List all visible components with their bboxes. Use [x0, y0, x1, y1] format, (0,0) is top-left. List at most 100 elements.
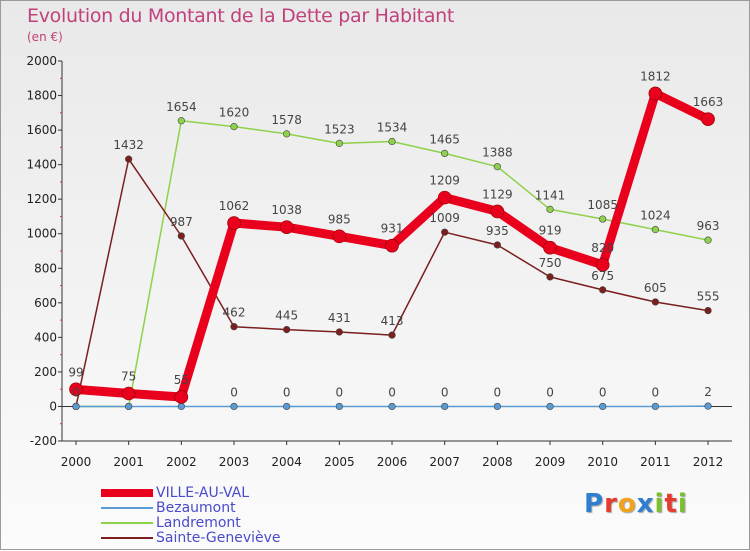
- data-point: [649, 87, 662, 100]
- data-label: 1432: [113, 138, 144, 152]
- data-label: 0: [494, 385, 502, 399]
- data-point: [702, 113, 715, 126]
- data-label: 0: [546, 385, 554, 399]
- legend-swatch: [101, 507, 153, 509]
- y-tick-label: 200: [34, 365, 57, 379]
- data-point: [599, 287, 606, 294]
- data-label: 0: [652, 385, 660, 399]
- data-label: 555: [697, 290, 720, 304]
- data-label: 1209: [429, 174, 460, 188]
- data-label: 2: [704, 385, 712, 399]
- data-label: 99: [68, 365, 83, 379]
- y-tick-label: 1600: [26, 123, 57, 137]
- x-tick-label: 2009: [535, 455, 566, 469]
- data-label: 0: [336, 385, 344, 399]
- data-label: 1620: [219, 106, 250, 120]
- x-tick-label: 2012: [693, 455, 724, 469]
- data-point: [441, 150, 448, 157]
- x-tick-label: 2006: [377, 455, 408, 469]
- data-label: 55: [174, 373, 189, 387]
- x-tick-label: 2001: [113, 455, 144, 469]
- data-label: 963: [697, 219, 720, 233]
- data-point: [336, 329, 343, 336]
- data-point: [389, 403, 396, 410]
- x-tick-label: 2000: [61, 455, 92, 469]
- data-label: 0: [441, 385, 449, 399]
- data-point: [231, 323, 238, 330]
- data-point: [652, 299, 659, 306]
- data-label: 935: [486, 224, 509, 238]
- series-line-2: [76, 121, 708, 407]
- data-point: [283, 326, 290, 333]
- y-tick-label: -200: [30, 434, 57, 448]
- legend-label: Sainte-Geneviève: [156, 531, 281, 546]
- data-label: 1465: [429, 132, 460, 146]
- data-point: [283, 131, 290, 138]
- data-point: [231, 403, 238, 410]
- logo-letter: i: [678, 489, 688, 519]
- logo-letter: P: [584, 489, 604, 519]
- data-point: [178, 117, 185, 124]
- x-tick-label: 2011: [640, 455, 671, 469]
- data-label: 919: [539, 224, 562, 238]
- legend-swatch: [101, 522, 153, 524]
- y-tick-label: 1000: [26, 227, 57, 241]
- y-tick-label: 1200: [26, 192, 57, 206]
- x-tick-label: 2004: [271, 455, 302, 469]
- data-point: [705, 403, 712, 410]
- y-tick-label: 800: [34, 261, 57, 275]
- data-label: 1654: [166, 100, 197, 114]
- data-point: [438, 191, 451, 204]
- y-tick-label: 0: [49, 399, 57, 413]
- logo-letter: o: [618, 489, 637, 519]
- data-point: [228, 217, 241, 230]
- data-point: [175, 390, 188, 403]
- data-point: [336, 403, 343, 410]
- legend-label: Bezaumont: [156, 501, 236, 516]
- x-tick-label: 2005: [324, 455, 355, 469]
- data-point: [386, 239, 399, 252]
- data-point: [231, 123, 238, 130]
- legend-label: Landremont: [156, 516, 241, 531]
- data-label: 0: [72, 385, 80, 399]
- legend-label: VILLE-AU-VAL: [156, 486, 249, 501]
- data-label: 750: [539, 256, 562, 270]
- data-label: 1663: [693, 95, 724, 109]
- data-point: [544, 241, 557, 254]
- x-tick-label: 2003: [219, 455, 250, 469]
- data-label: 462: [223, 306, 246, 320]
- data-point: [280, 221, 293, 234]
- data-point: [125, 156, 132, 163]
- data-point: [705, 307, 712, 314]
- data-label: 0: [230, 385, 238, 399]
- data-point: [73, 403, 80, 410]
- x-tick-label: 2007: [429, 455, 460, 469]
- data-label: 1578: [271, 113, 302, 127]
- data-point: [494, 403, 501, 410]
- data-label: 1038: [271, 203, 302, 217]
- data-point: [441, 403, 448, 410]
- data-label: 1534: [377, 120, 408, 134]
- logo-letter: x: [637, 489, 655, 519]
- legend-swatch: [101, 489, 153, 497]
- data-point: [599, 216, 606, 223]
- data-label: 820: [591, 241, 614, 255]
- data-label: 1141: [535, 188, 566, 202]
- y-tick-label: 600: [34, 296, 57, 310]
- proxiti-logo: Proxiti: [584, 489, 688, 519]
- data-point: [652, 403, 659, 410]
- logo-letter: t: [664, 489, 677, 519]
- data-label: 1009: [429, 211, 460, 225]
- data-label: 75: [121, 370, 136, 384]
- data-label: 985: [328, 212, 351, 226]
- x-tick-label: 2002: [166, 455, 197, 469]
- data-point: [122, 387, 135, 400]
- data-point: [441, 229, 448, 236]
- logo-letter: i: [655, 489, 665, 519]
- data-point: [333, 230, 346, 243]
- data-label: 413: [381, 314, 404, 328]
- x-tick-label: 2008: [482, 455, 513, 469]
- y-tick-label: 400: [34, 330, 57, 344]
- data-point: [547, 206, 554, 213]
